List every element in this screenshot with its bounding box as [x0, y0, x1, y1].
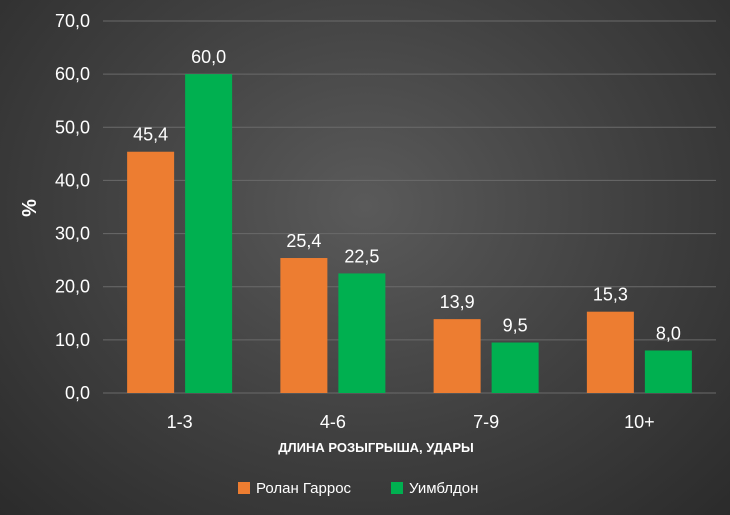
y-tick-label: 40,0	[55, 170, 90, 190]
y-tick-label: 10,0	[55, 330, 90, 350]
y-axis-label: %	[19, 199, 41, 217]
x-axis-label: ДЛИНА РОЗЫГРЫША, УДАРЫ	[278, 440, 474, 455]
data-label: 15,3	[593, 285, 628, 305]
bars	[127, 74, 692, 394]
y-tick-label: 50,0	[55, 117, 90, 137]
y-axis-ticks: 0,0 10,0 20,0 30,0 40,0 50,0 60,0 70,0	[55, 11, 90, 403]
bar	[185, 74, 233, 394]
y-tick-label: 30,0	[55, 224, 90, 244]
x-tick-label: 10+	[624, 412, 655, 432]
x-axis-ticks: 1-3 4-6 7-9 10+	[167, 412, 655, 432]
x-tick-label: 4-6	[320, 412, 346, 432]
data-label: 9,5	[503, 316, 528, 336]
data-label: 22,5	[344, 246, 379, 266]
bar	[586, 311, 634, 393]
data-label: 60,0	[191, 47, 226, 67]
legend: Ролан Гаррос Уимблдон	[238, 480, 478, 497]
bar	[338, 273, 386, 393]
legend-swatch	[391, 482, 403, 494]
bar	[491, 342, 539, 393]
data-label: 8,0	[656, 323, 681, 343]
legend-swatch	[238, 482, 250, 494]
x-tick-label: 1-3	[167, 412, 193, 432]
data-labels: 45,4 60,0 25,4 22,5 13,9 9,5 15,3 8,0	[133, 47, 681, 343]
data-label: 25,4	[286, 231, 321, 251]
y-tick-label: 60,0	[55, 64, 90, 84]
bar	[433, 319, 481, 393]
bar	[644, 350, 692, 393]
bar	[127, 151, 175, 393]
bar	[280, 258, 328, 393]
y-tick-label: 70,0	[55, 11, 90, 31]
data-label: 13,9	[440, 292, 475, 312]
y-tick-label: 0,0	[65, 383, 90, 403]
data-label: 45,4	[133, 125, 168, 145]
legend-label: Ролан Гаррос	[256, 480, 352, 497]
legend-label: Уимблдон	[409, 480, 478, 497]
x-tick-label: 7-9	[473, 412, 499, 432]
y-tick-label: 20,0	[55, 277, 90, 297]
